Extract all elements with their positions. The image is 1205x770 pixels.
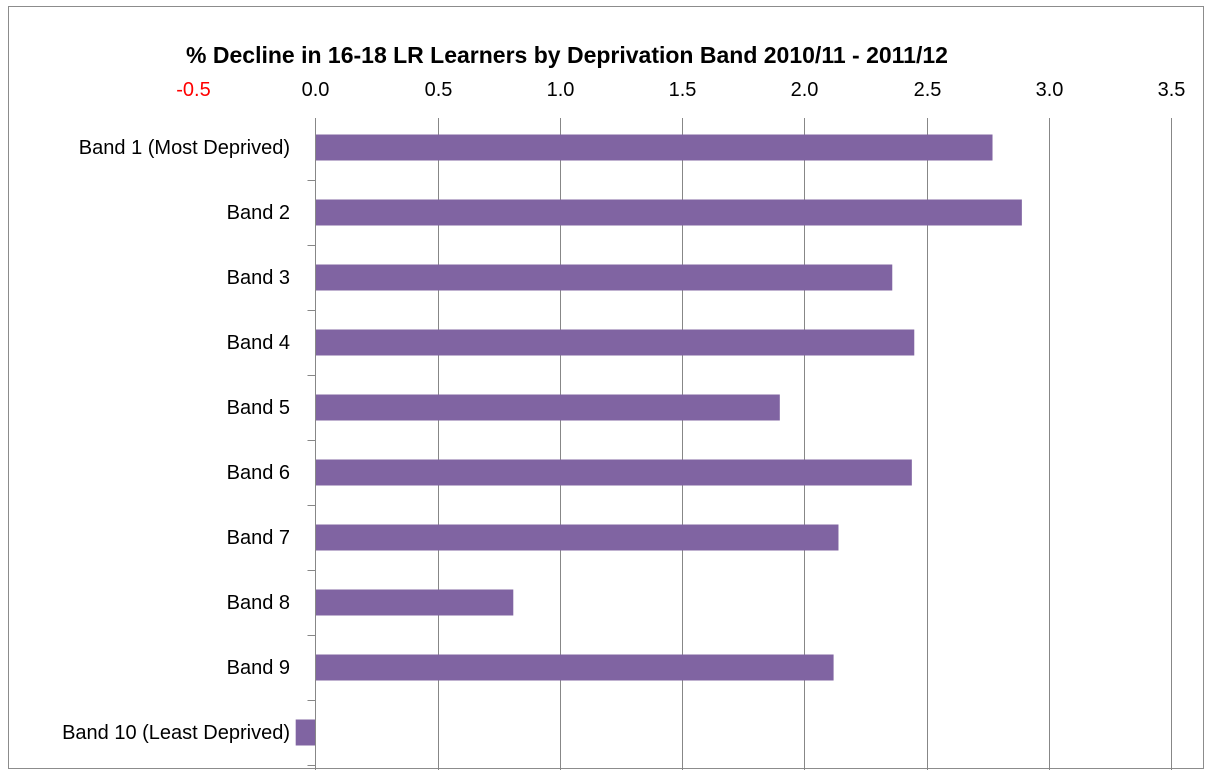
bar [315,264,893,291]
bar [295,719,316,746]
x-tick-label: 2.0 [791,79,819,101]
bar [315,654,834,681]
bar-chart: % Decline in 16-18 LR Learners by Depriv… [62,42,1185,770]
bar [315,459,912,486]
bar [315,329,915,356]
x-tick-label: 1.5 [669,79,697,101]
gridlines [315,118,1172,770]
bar [315,199,1022,226]
category-label: Band 1 (Most Deprived) [79,137,290,159]
bar [315,134,993,161]
x-tick-label: 0.0 [302,79,330,101]
bars [295,134,1022,746]
category-label: Band 6 [227,462,290,484]
x-axis-ticks: -0.5 0.0 0.5 1.0 1.5 2.0 2.5 3.0 3.5 [176,79,1185,101]
category-label: Band 4 [227,332,290,354]
x-tick-label: -0.5 [176,79,210,101]
x-tick-label: 0.5 [425,79,453,101]
x-tick-label: 3.5 [1158,79,1186,101]
bar [315,524,839,551]
category-label: Band 10 (Least Deprived) [62,722,290,744]
x-tick-label: 1.0 [547,79,575,101]
bar [315,589,514,616]
category-label: Band 9 [227,657,290,679]
category-labels: Band 1 (Most Deprived) Band 2 Band 3 Band 4… [62,137,290,744]
chart-frame: % Decline in 16-18 LR Learners by Depriv… [8,6,1204,770]
category-label: Band 7 [227,527,290,549]
category-label: Band 8 [227,592,290,614]
category-label: Band 3 [227,267,290,289]
category-label: Band 2 [227,202,290,224]
x-tick-label: 3.0 [1036,79,1064,101]
category-axis [307,118,316,770]
category-label: Band 5 [227,397,290,419]
x-tick-label: 2.5 [914,79,942,101]
chart-title: % Decline in 16-18 LR Learners by Depriv… [186,42,948,68]
bar [315,394,780,421]
